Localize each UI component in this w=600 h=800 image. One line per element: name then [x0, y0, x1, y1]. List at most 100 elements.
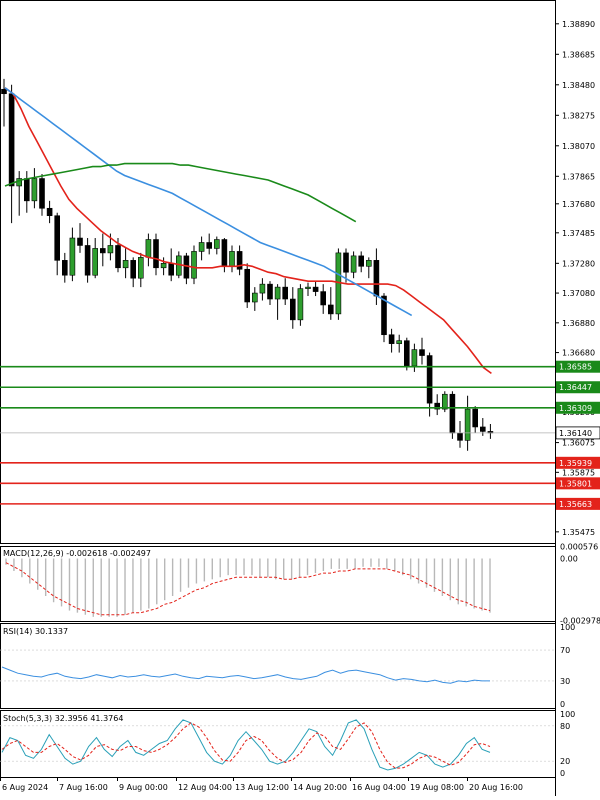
price-level-badge — [556, 360, 600, 373]
time-axis-label: 7 Aug 16:00 — [59, 783, 108, 792]
candle-body-up — [138, 257, 144, 279]
candle-body-down — [77, 237, 83, 246]
candle — [388, 328, 395, 353]
candle — [464, 395, 471, 451]
candle — [457, 421, 463, 448]
price-axis-label: 1.37280 — [562, 259, 595, 268]
candle-body-down — [457, 432, 463, 441]
price-axis-label: 1.36880 — [562, 319, 595, 328]
candle — [138, 252, 144, 288]
macd-axis-label: -0.002978 — [560, 617, 600, 626]
candle-body-down — [100, 248, 106, 254]
candle-body-down — [39, 178, 45, 209]
rsi-line — [1, 666, 490, 684]
candle-body-down — [327, 304, 334, 315]
candle — [434, 394, 441, 416]
candle — [214, 236, 220, 255]
candle-body-up — [305, 286, 311, 289]
candle-body-down — [153, 239, 159, 269]
candle-body-down — [267, 283, 273, 300]
candle — [305, 282, 311, 297]
candle-body-up — [297, 288, 304, 321]
macd-axis-label: 0.00 — [560, 555, 578, 564]
candle-body-up — [31, 178, 38, 202]
candle — [206, 233, 212, 255]
price-axis-label: 1.38890 — [562, 20, 595, 29]
candle — [191, 245, 197, 285]
candle-body-down — [221, 239, 228, 267]
price-axis-label: 1.36075 — [562, 439, 595, 448]
candle-body-down — [403, 340, 410, 367]
candle — [130, 257, 136, 288]
candle — [39, 174, 45, 216]
moving-average-line — [4, 87, 492, 375]
candle — [335, 248, 342, 320]
candle — [221, 238, 228, 273]
candle-body-up — [214, 239, 220, 249]
candle-body-down — [449, 393, 456, 434]
candle-body-down — [236, 251, 243, 270]
time-axis-label: 6 Aug 2024 — [2, 783, 48, 792]
candle — [312, 281, 319, 297]
price-level-label: 1.36447 — [559, 383, 592, 392]
candle — [343, 248, 349, 283]
price-axis-label: 1.35875 — [562, 468, 595, 477]
candle — [297, 284, 304, 326]
candle-body-down — [388, 334, 395, 344]
time-axis-label: 13 Aug 12:00 — [235, 783, 289, 792]
candle-body-down — [381, 295, 387, 336]
candle — [365, 257, 372, 279]
time-axis-label: 20 Aug 16:00 — [469, 783, 523, 792]
candle — [145, 233, 152, 267]
candle — [16, 171, 23, 216]
candle-body-up — [365, 260, 372, 267]
stoch-axis-label: 100 — [560, 710, 575, 719]
price-axis-label: 1.38685 — [562, 50, 595, 59]
candle — [229, 245, 235, 273]
candle-body-up — [160, 263, 167, 269]
candle-body-down — [434, 402, 441, 410]
candle-body-up — [411, 349, 418, 367]
candle-body-down — [61, 260, 68, 276]
candle — [122, 248, 129, 279]
stoch-axis-label: 20 — [560, 757, 570, 766]
candle-body-down — [358, 255, 365, 267]
candle — [61, 252, 68, 283]
rsi-axis-label: 70 — [560, 646, 570, 655]
candle — [160, 257, 167, 276]
rsi-axis-label: 0 — [560, 700, 565, 709]
price-axis-label: 1.38070 — [562, 142, 595, 151]
candle-body-up — [274, 286, 281, 300]
candle — [100, 233, 106, 267]
candle-body-up — [107, 245, 114, 254]
macd-title: MACD(12,26,9) -0.002618 -0.002497 — [3, 549, 151, 558]
candle — [23, 171, 30, 213]
candle-body-down — [312, 286, 319, 292]
panel-frame-rsi — [0, 623, 556, 709]
moving-average-line — [4, 87, 413, 317]
stoch-signal-line — [1, 722, 491, 769]
candle — [267, 281, 273, 305]
candle — [8, 84, 15, 224]
candle — [358, 251, 365, 273]
candle-body-down — [320, 291, 327, 306]
moving-average-line — [4, 162, 357, 223]
time-axis-label: 12 Aug 04:00 — [178, 783, 232, 792]
candle — [426, 352, 433, 417]
candle-body-down — [23, 178, 30, 202]
price-level-label: 1.36585 — [559, 363, 592, 372]
candle-body-down — [472, 408, 479, 428]
candle-body-down — [426, 355, 433, 404]
candle-body-up — [259, 283, 266, 294]
candle-body-down — [343, 252, 349, 273]
candle-body-up — [441, 393, 448, 410]
candle — [411, 343, 418, 372]
time-axis-label: 16 Aug 04:00 — [352, 783, 406, 792]
candle-body-down — [373, 260, 380, 297]
candle-body-up — [69, 237, 76, 276]
candle — [381, 293, 387, 343]
candle-body-down — [115, 245, 121, 269]
candle-body-up — [350, 255, 357, 273]
